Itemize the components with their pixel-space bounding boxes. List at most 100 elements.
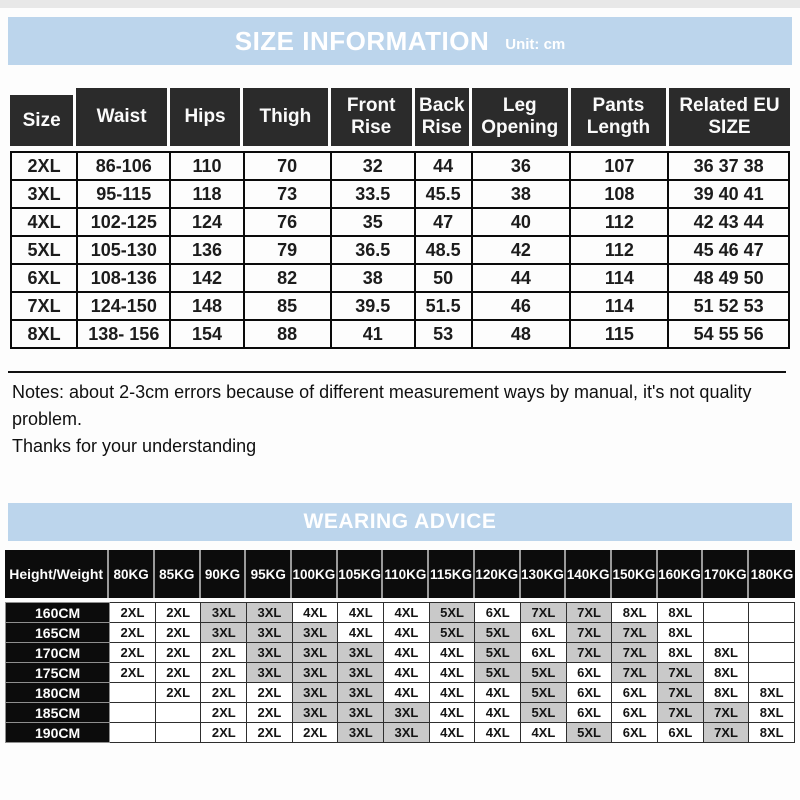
size-table-row: 7XL 124-150 148 85 39.5 51.5 46 114 51 52 53: [9, 291, 790, 321]
recommended-size-cell: 7XL: [657, 702, 704, 723]
recommended-size-cell: 4XL: [291, 602, 339, 623]
size-column-header: Related EU SIZE: [669, 88, 790, 146]
recommended-size-cell: 8XL: [702, 662, 750, 683]
recommended-size-cell: 4XL: [383, 602, 430, 623]
recommended-size-cell: 7XL: [565, 622, 613, 643]
weight-column-header: 150KG: [612, 550, 658, 598]
recommended-size-cell: 4XL: [474, 702, 522, 723]
recommended-size-cell: 3XL: [291, 642, 339, 663]
recommended-size-cell: 8XL: [657, 642, 704, 663]
recommended-size-cell: 3XL: [291, 662, 339, 683]
size-table-row: 2XL 86-106 110 70 32 44 36 107 36 37 38: [9, 151, 790, 181]
recommended-size-cell: 2XL: [246, 702, 293, 723]
notes-block: Notes: about 2-3cm errors because of dif…: [12, 379, 784, 460]
size-table-cell: 138- 156: [76, 319, 172, 349]
size-table-cell: 79: [242, 235, 332, 265]
recommended-size-cell: 3XL: [291, 702, 339, 723]
recommended-size-cell: 4XL: [428, 702, 476, 723]
weight-column-header: 130KG: [520, 550, 567, 598]
size-table-cell: 70: [242, 151, 332, 181]
size-table-cell: 38: [329, 263, 416, 293]
size-table-row: 5XL 105-130 136 79 36.5 48.5 42 112 45 46 47: [9, 235, 790, 265]
recommended-size-cell: 6XL: [474, 602, 522, 623]
recommended-size-cell: 8XL: [702, 682, 750, 703]
size-table-cell: 36: [470, 151, 572, 181]
weight-column-header: 160KG: [657, 550, 704, 598]
recommended-size-cell: 5XL: [520, 702, 567, 723]
size-table-cell: 105-130: [76, 235, 172, 265]
size-table-cell: 40: [470, 207, 572, 237]
recommended-size-cell: 2XL: [291, 722, 339, 743]
weight-column-header: 170KG: [703, 550, 750, 598]
wearing-advice-table: 160CM 2XL 2XL 3XL 3XL 4XL 4XL 4XL 5XL 6XL 7XL 7XL 8X…: [4, 602, 795, 743]
recommended-size-cell: 3XL: [337, 722, 385, 743]
size-table-cell: 47: [413, 207, 473, 237]
weight-column-header: 100KG: [292, 550, 338, 598]
recommended-size-cell: 5XL: [428, 602, 476, 623]
size-table-cell: 124: [169, 207, 245, 237]
recommended-size-cell: 4XL: [474, 682, 522, 703]
recommended-size-cell: 2XL: [200, 642, 248, 663]
size-table-cell: 118: [169, 179, 245, 209]
recommended-size-cell: 8XL: [657, 602, 704, 623]
recommended-size-cell: 3XL: [200, 602, 248, 623]
size-table-cell: 115: [569, 319, 670, 349]
size-table-cell: 114: [569, 291, 670, 321]
size-table-cell: 33.5: [329, 179, 416, 209]
recommended-size-cell: 7XL: [657, 682, 704, 703]
wearing-advice-banner: WEARING ADVICE: [8, 503, 792, 541]
size-table-cell: 51 52 53: [667, 291, 790, 321]
recommended-size-cell: 5XL: [474, 662, 522, 683]
wearing-advice-row: 190CM 2XL 2XL 2XL 3XL 3XL 4XL 4XL 4XL 5XL 6XL 6XL 7X…: [4, 722, 795, 743]
height-row-label: 175CM: [4, 662, 111, 683]
size-table-cell: 85: [242, 291, 332, 321]
size-table: 2XL 86-106 110 70 32 44 36 107 36 37 38 3XL 95-115…: [9, 151, 790, 349]
recommended-size-cell: 2XL: [200, 702, 248, 723]
recommended-size-cell: 5XL: [474, 642, 522, 663]
size-table-cell: 3XL: [9, 179, 79, 209]
recommended-size-cell: 8XL: [748, 722, 795, 743]
size-table-row: 3XL 95-115 118 73 33.5 45.5 38 108 39 40 41: [9, 179, 790, 209]
wearing-advice-row: 160CM 2XL 2XL 3XL 3XL 4XL 4XL 4XL 5XL 6XL 7XL 7XL 8X…: [4, 602, 795, 623]
recommended-size-cell: 5XL: [474, 622, 522, 643]
size-table-cell: 108-136: [76, 263, 172, 293]
recommended-size-cell: 3XL: [200, 622, 248, 643]
recommended-size-cell: [109, 682, 156, 703]
size-column-header: Leg Opening: [471, 88, 571, 146]
weight-column-header: 140KG: [566, 550, 612, 598]
recommended-size-cell: 7XL: [565, 602, 613, 623]
recommended-size-cell: 2XL: [154, 682, 202, 703]
recommended-size-cell: [748, 642, 795, 663]
recommended-size-cell: 2XL: [109, 642, 156, 663]
size-column-header: Front Rise: [330, 88, 415, 146]
recommended-size-cell: 2XL: [154, 662, 202, 683]
recommended-size-cell: 4XL: [428, 722, 476, 743]
recommended-size-cell: 4XL: [428, 662, 476, 683]
size-column-header: Hips: [169, 88, 244, 146]
recommended-size-cell: 8XL: [748, 682, 795, 703]
size-table-cell: 36.5: [329, 235, 416, 265]
height-weight-corner-header: Height/Weight: [5, 550, 110, 598]
size-table-cell: 95-115: [76, 179, 172, 209]
height-row-label: 180CM: [4, 682, 111, 703]
weight-column-header: 115KG: [429, 550, 475, 598]
size-table-cell: 7XL: [9, 291, 79, 321]
size-table-row: 8XL 138- 156 154 88 41 53 48 115 54 55 56: [9, 319, 790, 349]
recommended-size-cell: 6XL: [611, 702, 659, 723]
size-table-cell: 32: [329, 151, 416, 181]
size-table-cell: 6XL: [9, 263, 79, 293]
size-table-cell: 54 55 56: [667, 319, 790, 349]
recommended-size-cell: 7XL: [611, 622, 659, 643]
recommended-size-cell: 7XL: [611, 642, 659, 663]
recommended-size-cell: 7XL: [702, 722, 750, 743]
recommended-size-cell: 4XL: [383, 622, 430, 643]
recommended-size-cell: 2XL: [154, 602, 202, 623]
recommended-size-cell: [154, 702, 202, 723]
size-table-header-row: Size Waist Hips Thigh Front Rise Back Rise Leg…: [10, 88, 790, 146]
notes-divider-line: [8, 371, 786, 373]
size-table-cell: 42 43 44: [667, 207, 790, 237]
height-row-label: 160CM: [4, 602, 111, 623]
size-column-header: Thigh: [243, 88, 331, 146]
size-table-cell: 48.5: [413, 235, 473, 265]
size-table-cell: 42: [470, 235, 572, 265]
